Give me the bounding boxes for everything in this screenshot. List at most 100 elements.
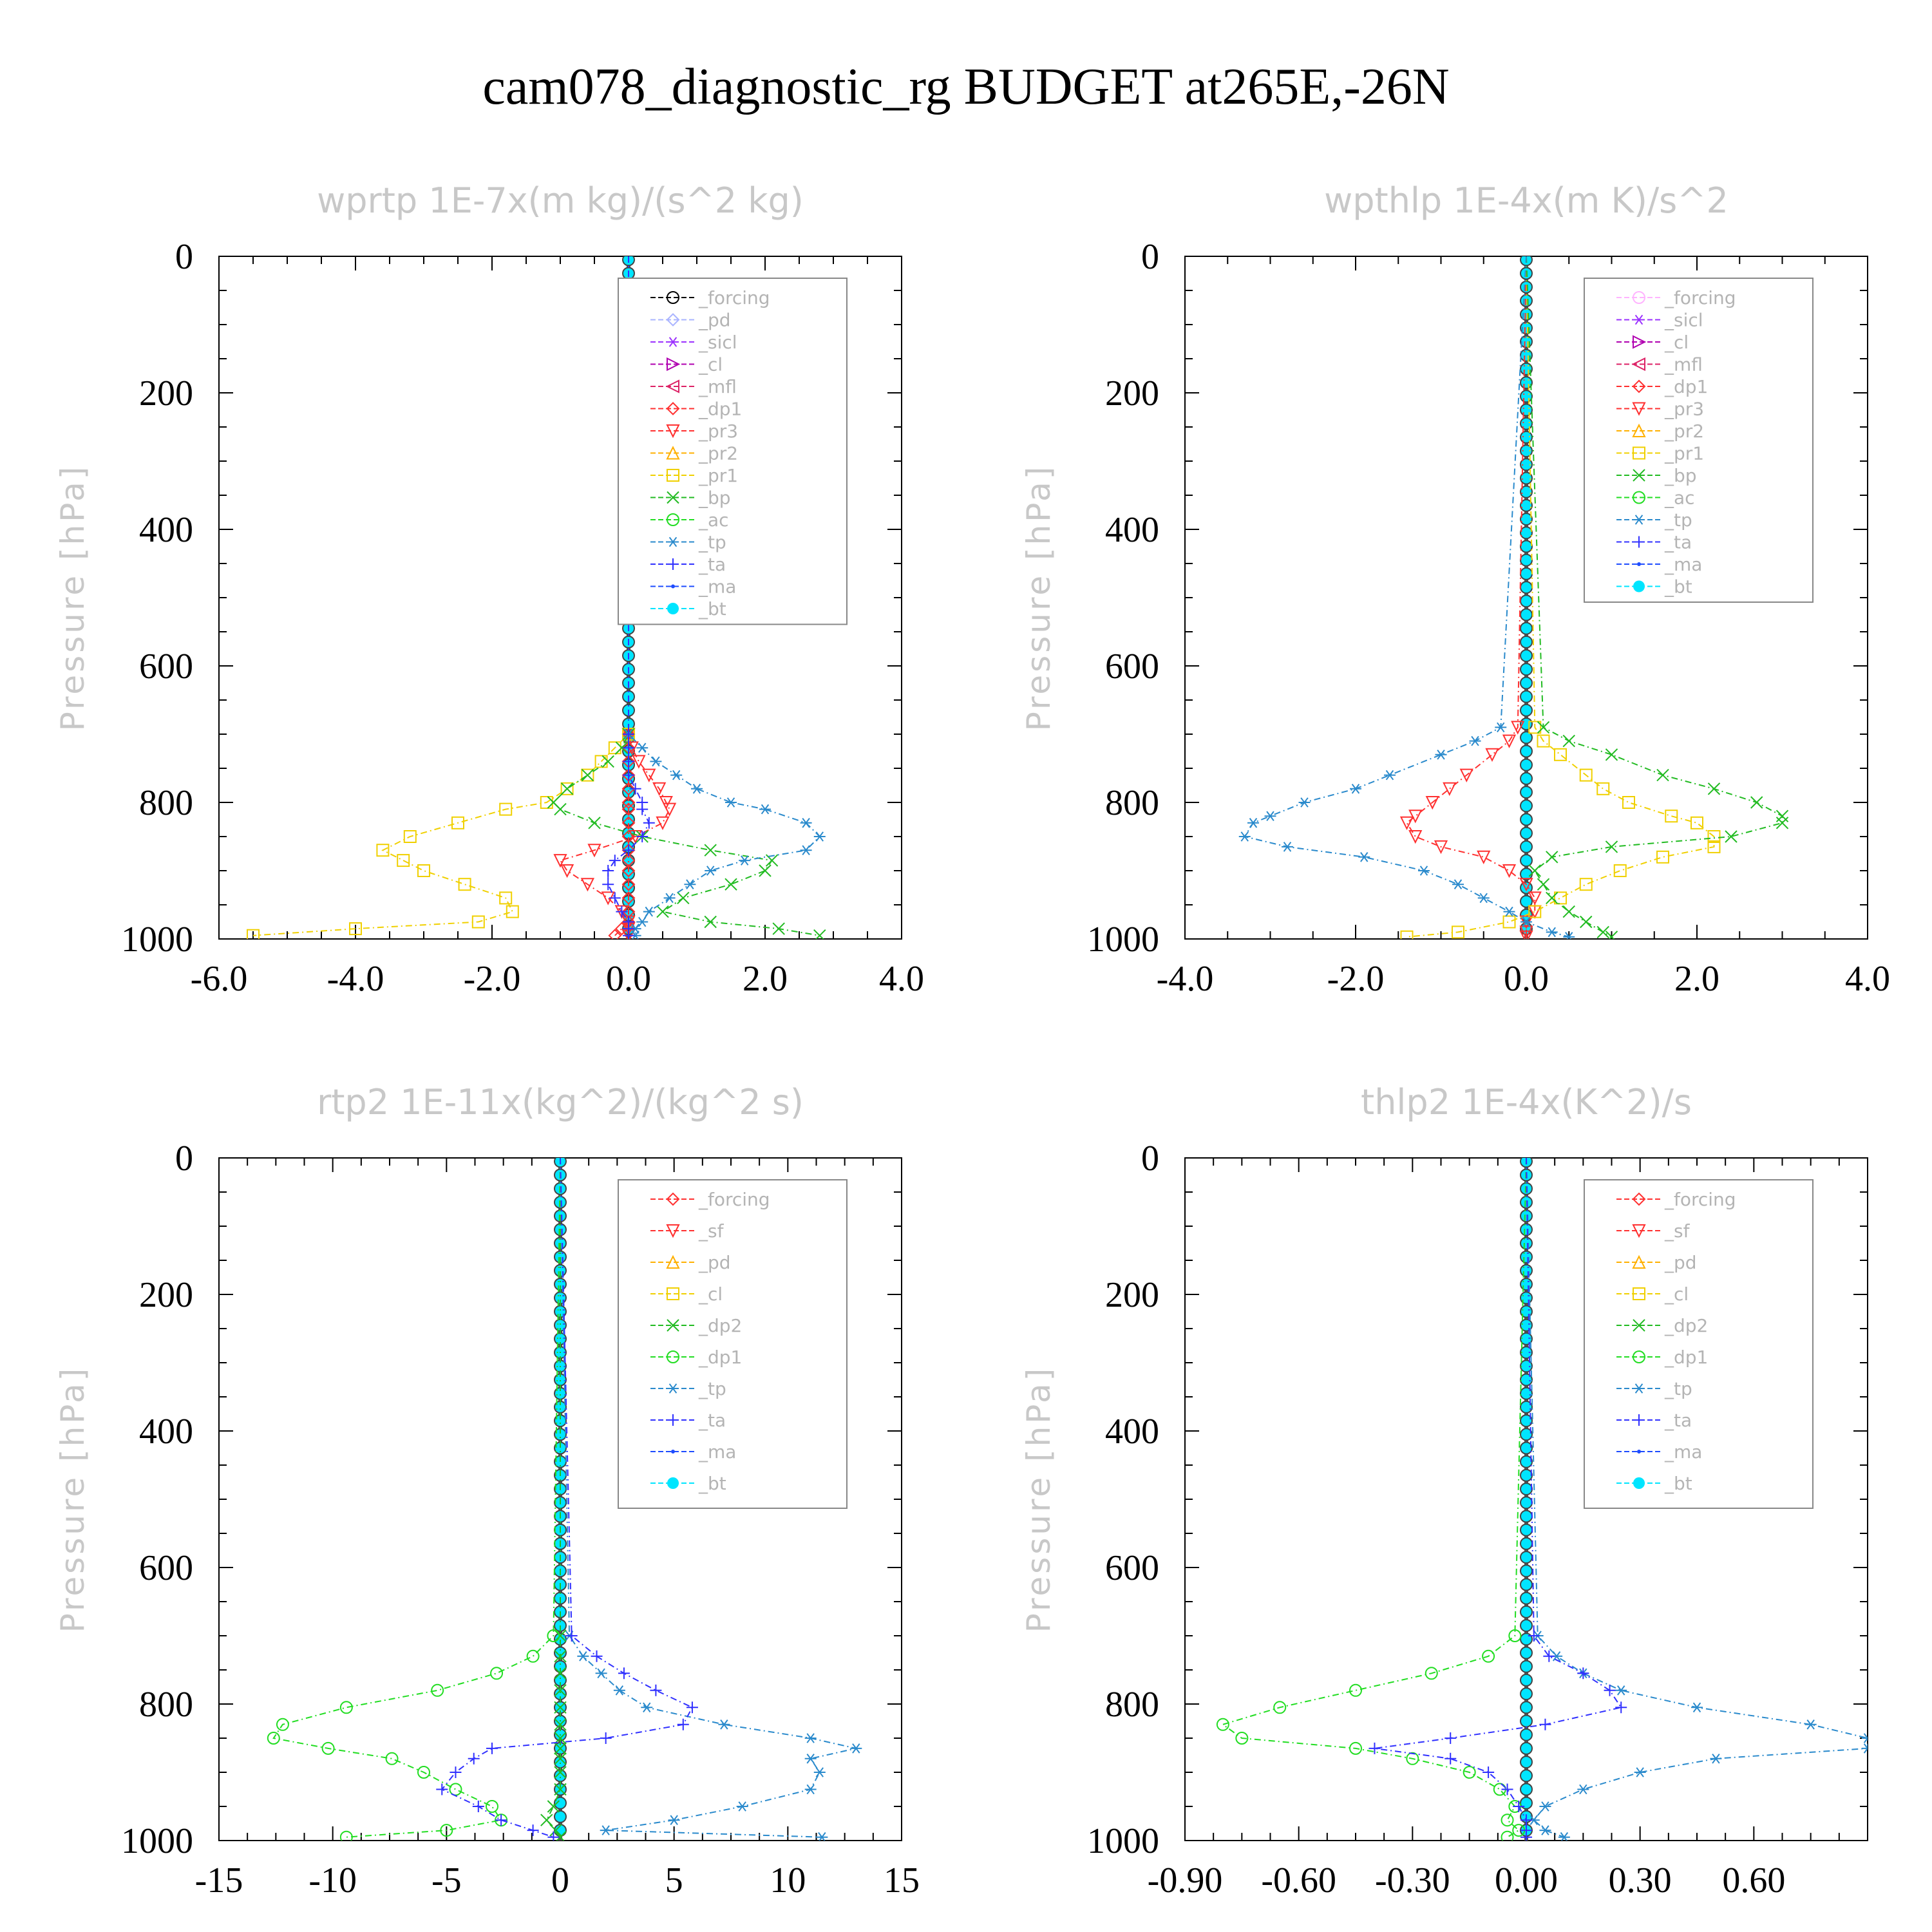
data-point (621, 853, 636, 867)
data-point (1577, 1784, 1589, 1795)
legend: _forcing_sicl_cl_mfl_dp1_pr3_pr2_pr1_bp_… (1584, 278, 1814, 603)
zero-marker (1520, 1673, 1533, 1687)
legend-marker (667, 513, 679, 526)
data-point (629, 782, 641, 795)
data-point (540, 1814, 553, 1826)
y-tick-label: 200 (139, 374, 193, 413)
data-point (1408, 830, 1423, 844)
data-point (431, 1683, 444, 1697)
data-point (499, 891, 513, 905)
data-point (621, 782, 636, 796)
legend-label: _dp2 (698, 1315, 742, 1336)
data-point (588, 817, 601, 829)
zero-marker (1520, 1756, 1533, 1769)
zero-marker (1520, 1250, 1533, 1264)
x-ticks: -4.0 -2.0 0.0 2.0 4.0 (1157, 256, 1890, 999)
x-tick-label: -6.0 (191, 959, 248, 999)
data-point (554, 1783, 567, 1796)
data-point (1528, 891, 1542, 905)
data-point (1485, 748, 1499, 762)
zero-marker (1520, 608, 1533, 621)
x-ticks: -15 -10 -5 0 5 10 15 (195, 1158, 920, 1900)
legend-marker (1633, 314, 1645, 325)
y-tick-label: 0 (1141, 237, 1159, 277)
y-tick-label: 400 (1105, 1412, 1159, 1452)
data-point (656, 905, 669, 918)
zero-marker (1520, 1209, 1533, 1223)
legend-item: _bp (650, 488, 731, 509)
data-point (623, 728, 634, 740)
legend-label: _forcing (1664, 287, 1736, 308)
x-tick-label: 10 (770, 1861, 806, 1900)
data-point (804, 1754, 817, 1764)
data-point (1502, 864, 1517, 878)
data-point (1543, 1650, 1555, 1662)
zero-marker (1520, 1482, 1533, 1496)
x-tick-label: -2.0 (1327, 959, 1385, 999)
data-point (621, 864, 636, 878)
series-dp1 (1216, 1158, 1527, 1841)
legend-marker (666, 1192, 680, 1206)
x-tick-label: 0.0 (1504, 959, 1549, 999)
data-point (1605, 748, 1618, 761)
legend-marker (666, 1255, 680, 1269)
x-ticks: -6.0 -4.0 -2.0 0.0 2.0 4.0 (191, 256, 924, 999)
legend-label: _bp (698, 488, 731, 509)
zero-marker (1520, 471, 1533, 485)
data-point (436, 1783, 448, 1795)
data-point (495, 1814, 507, 1826)
x-tick-label: -0.90 (1148, 1861, 1223, 1900)
data-point (601, 755, 614, 768)
panel-wprtp: wprtp 1E-7x(m kg)/(s^2 kg) Pressure [hPa]… (54, 180, 924, 999)
legend-item: _dp1 (1616, 1347, 1708, 1368)
data-point (267, 1732, 280, 1745)
legend-marker (667, 291, 679, 304)
legend-label: _pr3 (1664, 399, 1704, 420)
data-point (581, 768, 594, 782)
zero-marker (1520, 1414, 1533, 1428)
data-point (1418, 866, 1430, 876)
data-point (1247, 818, 1259, 828)
legend-label: _tp (698, 1378, 726, 1399)
legend-label: _ac (1664, 488, 1695, 509)
legend-marker (1633, 446, 1645, 460)
data-point (659, 796, 673, 810)
data-point (595, 1668, 607, 1679)
legend-label: _forcing (698, 287, 770, 308)
data-point (621, 816, 636, 830)
legend-marker (1633, 1383, 1645, 1394)
data-point (1408, 810, 1423, 824)
data-point (1503, 906, 1515, 917)
data-point (1482, 1766, 1495, 1778)
data-point (554, 1684, 567, 1697)
data-point (1502, 915, 1516, 929)
legend-label: _bp (1664, 465, 1697, 486)
data-point (772, 922, 785, 935)
legend-item: _pd (650, 310, 731, 331)
data-point (632, 755, 646, 769)
series-dp1 (267, 1158, 561, 1841)
data-point (526, 1649, 540, 1663)
x-tick-label: 0.00 (1495, 1861, 1558, 1900)
data-point (490, 1667, 504, 1680)
x-tick-label: -4.0 (327, 959, 384, 999)
data-point (560, 782, 574, 795)
data-point (813, 831, 826, 842)
data-point (1537, 734, 1550, 748)
data-point (1539, 1825, 1551, 1835)
legend-marker (1632, 1224, 1646, 1238)
y-tick-label: 800 (139, 783, 193, 823)
legend-label: _ma (698, 1441, 736, 1463)
data-point (1443, 782, 1457, 797)
series-line (272, 1158, 561, 1838)
legend-item: _bt (1616, 1473, 1692, 1494)
data-point (804, 1733, 817, 1743)
data-point (1562, 734, 1575, 748)
data-point (1399, 816, 1414, 831)
data-point (1519, 878, 1533, 892)
data-point (759, 804, 771, 815)
x-tick-label: -15 (195, 1861, 243, 1900)
data-point (1862, 1733, 1868, 1743)
x-tick-label: 0 (551, 1861, 569, 1900)
data-point (636, 916, 649, 927)
